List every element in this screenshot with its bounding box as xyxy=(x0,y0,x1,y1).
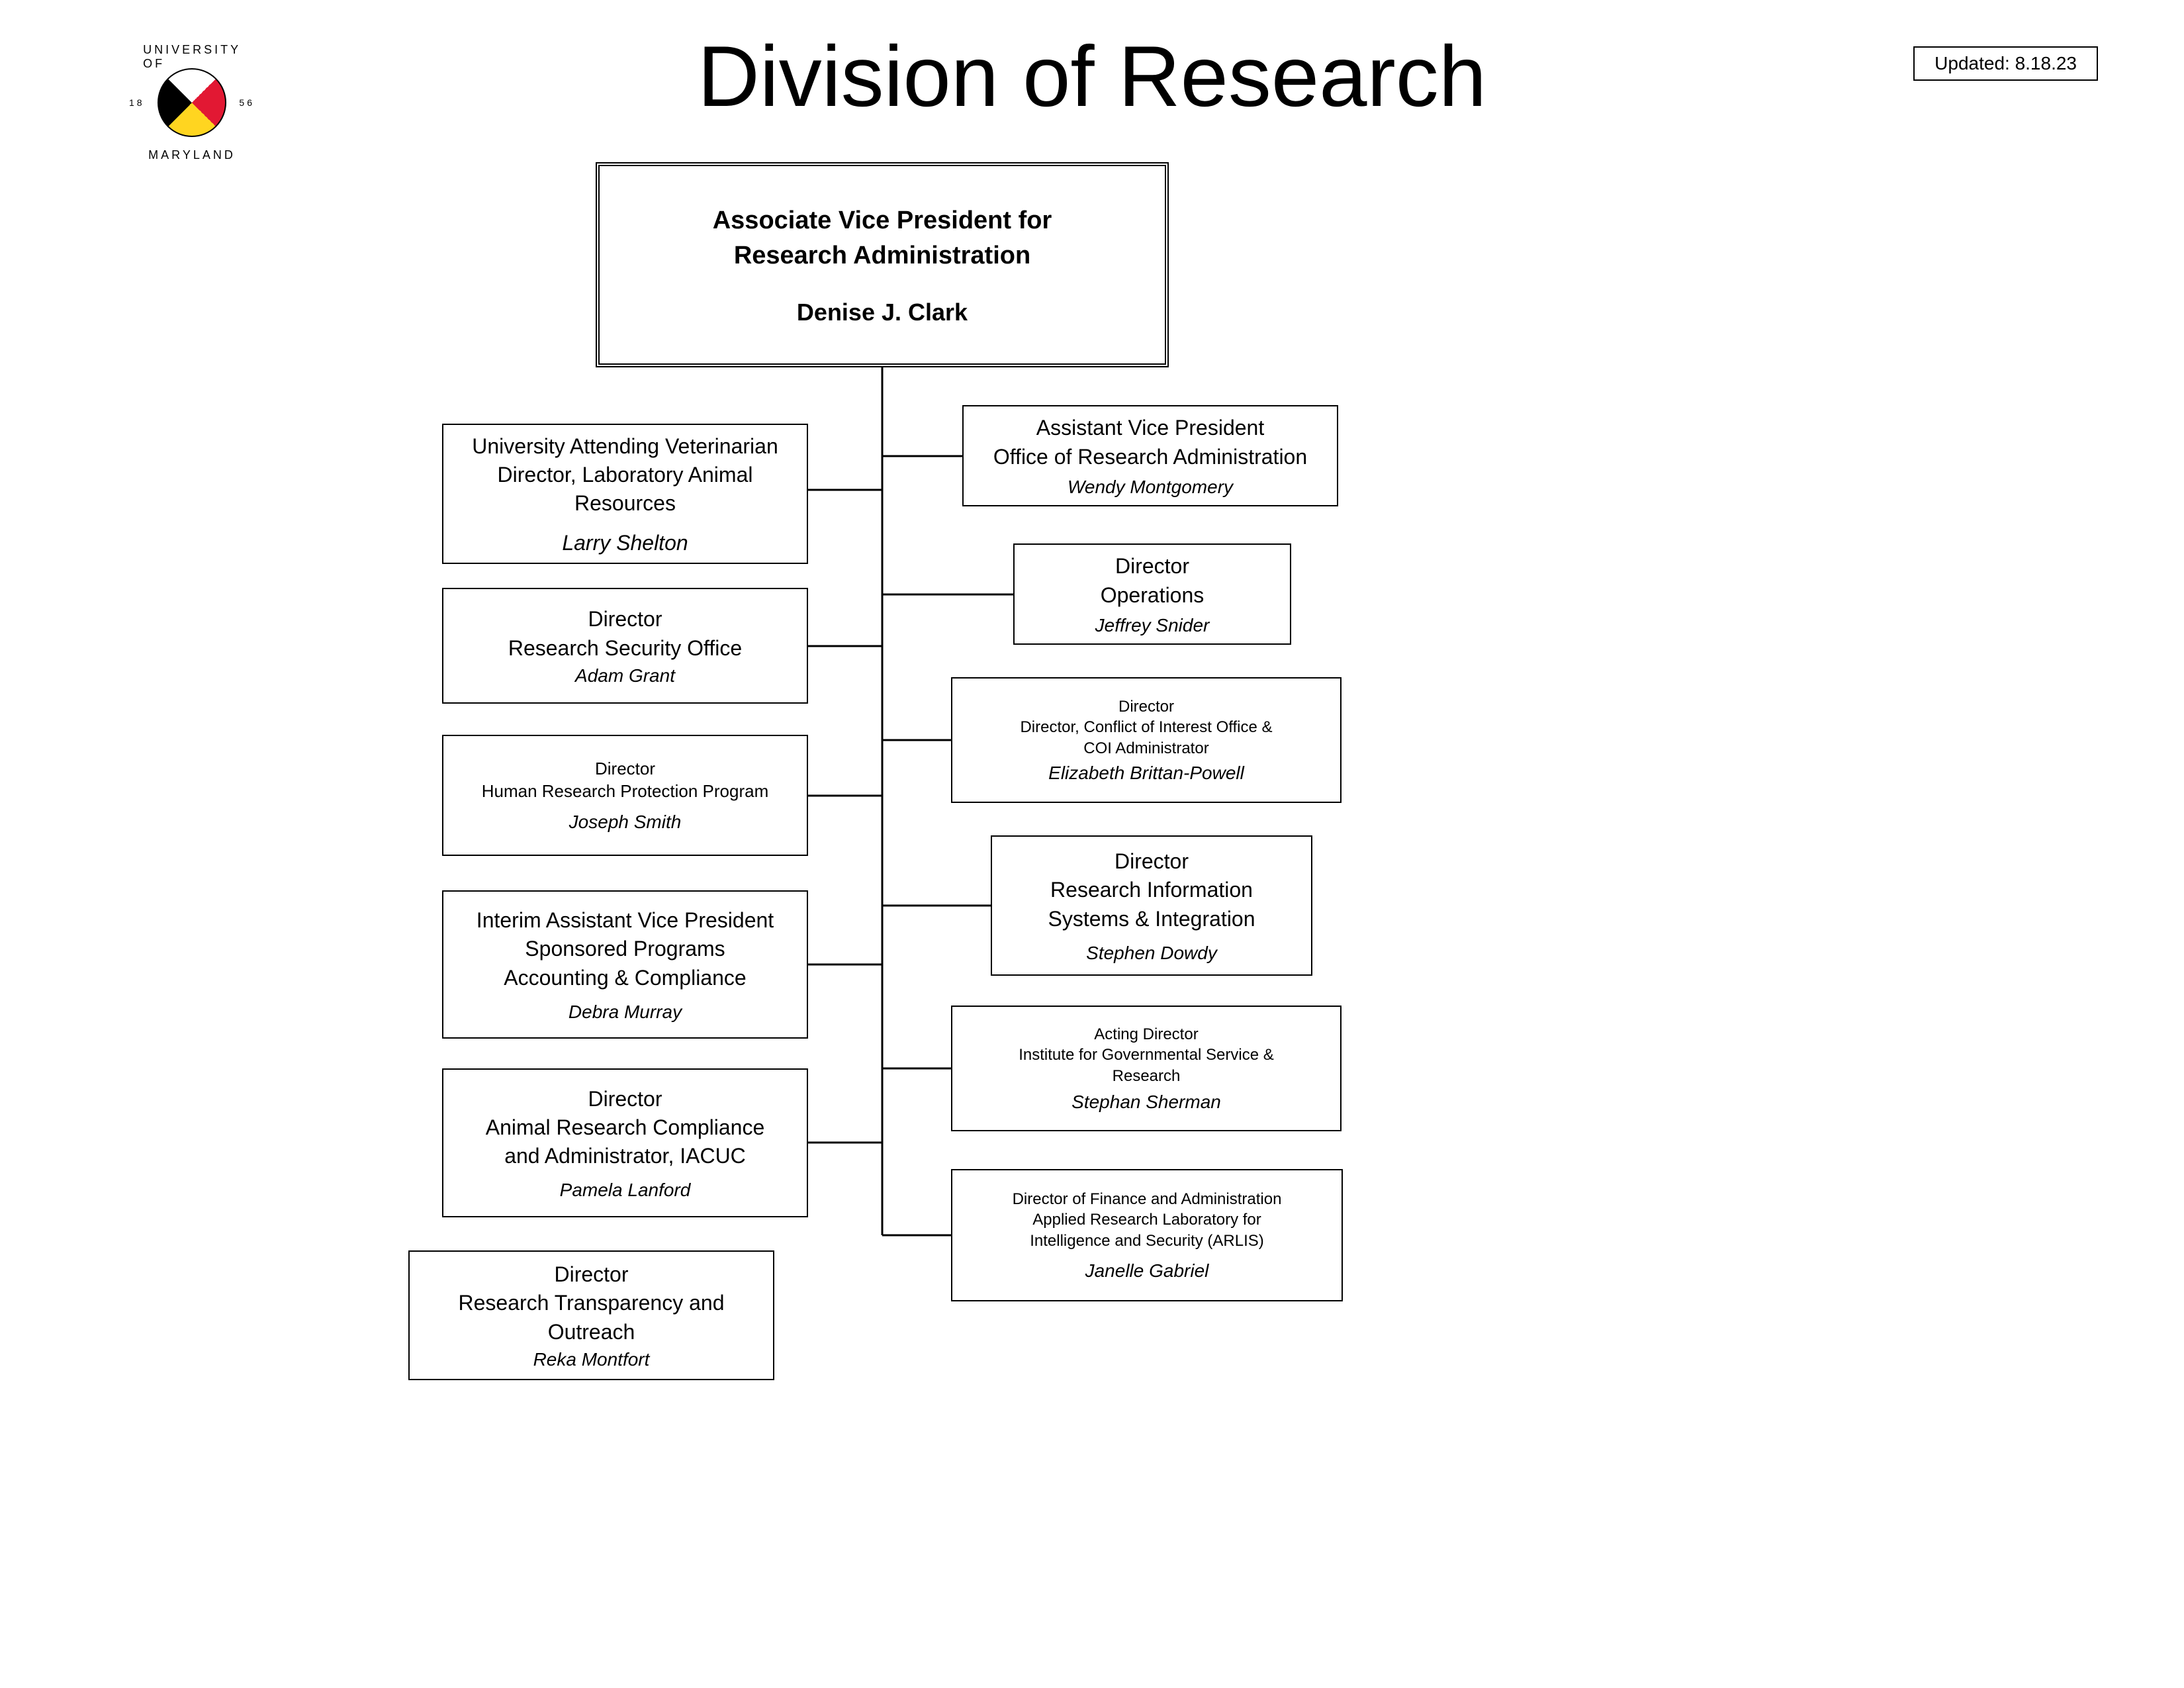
node-person-name: Larry Shelton xyxy=(562,531,688,555)
org-node-security: DirectorResearch Security Office Adam Gra… xyxy=(442,588,808,704)
node-title: Assistant Vice PresidentOffice of Resear… xyxy=(993,414,1307,471)
org-node-hrpp: DirectorHuman Research Protection Progra… xyxy=(442,735,808,856)
seal-text-bottom: MARYLAND xyxy=(148,148,236,162)
root-node-avp: Associate Vice President forResearch Adm… xyxy=(596,162,1169,367)
node-title: DirectorResearch Transparency andOutreac… xyxy=(459,1260,725,1346)
node-person-name: Stephan Sherman xyxy=(1071,1092,1221,1113)
org-node-rto: DirectorResearch Transparency andOutreac… xyxy=(408,1250,774,1380)
updated-date-box: Updated: 8.18.23 xyxy=(1913,46,2098,81)
org-node-ora: Assistant Vice PresidentOffice of Resear… xyxy=(962,405,1338,506)
seal-text-top: UNIVERSITY OF xyxy=(143,43,241,71)
node-person-name: Stephen Dowdy xyxy=(1086,943,1217,964)
node-title: Director of Finance and AdministrationAp… xyxy=(1013,1189,1282,1251)
node-person-name: Reka Montfort xyxy=(533,1349,650,1370)
seal-year-left: 18 xyxy=(129,97,145,108)
node-title: Interim Assistant Vice PresidentSponsore… xyxy=(477,906,774,992)
seal-year-right: 56 xyxy=(239,97,255,108)
org-node-iacuc: DirectorAnimal Research Complianceand Ad… xyxy=(442,1068,808,1217)
org-node-risi: DirectorResearch InformationSystems & In… xyxy=(991,835,1312,976)
page-title: Division of Research xyxy=(698,26,1486,126)
org-node-ops: DirectorOperations Jeffrey Snider xyxy=(1013,543,1291,645)
node-person-name: Janelle Gabriel xyxy=(1085,1260,1209,1282)
root-name: Denise J. Clark xyxy=(797,299,968,326)
org-node-igsr: Acting DirectorInstitute for Governmenta… xyxy=(951,1006,1342,1131)
node-person-name: Elizabeth Brittan-Powell xyxy=(1048,763,1244,784)
node-title: DirectorHuman Research Protection Progra… xyxy=(482,758,769,803)
updated-label: Updated: 8.18.23 xyxy=(1934,53,2077,73)
org-node-coi: DirectorDirector, Conflict of Interest O… xyxy=(951,677,1342,803)
node-title: DirectorDirector, Conflict of Interest O… xyxy=(1020,696,1272,759)
root-title: Associate Vice President forResearch Adm… xyxy=(713,203,1052,273)
node-title: University Attending VeterinarianDirecto… xyxy=(472,432,778,518)
org-node-spac: Interim Assistant Vice PresidentSponsore… xyxy=(442,890,808,1039)
node-person-name: Jeffrey Snider xyxy=(1095,615,1210,636)
node-title: Acting DirectorInstitute for Governmenta… xyxy=(1019,1024,1274,1086)
node-person-name: Wendy Montgomery xyxy=(1068,477,1233,498)
umd-seal-logo: UNIVERSITY OF MARYLAND 18 56 xyxy=(126,46,258,185)
node-title: DirectorAnimal Research Complianceand Ad… xyxy=(486,1085,765,1171)
node-title: DirectorOperations xyxy=(1101,552,1205,609)
node-person-name: Joseph Smith xyxy=(569,812,682,833)
node-person-name: Adam Grant xyxy=(575,665,675,686)
org-node-arlis: Director of Finance and AdministrationAp… xyxy=(951,1169,1343,1301)
node-title: DirectorResearch Security Office xyxy=(508,605,742,662)
node-title: DirectorResearch InformationSystems & In… xyxy=(1048,847,1255,933)
node-person-name: Pamela Lanford xyxy=(560,1180,691,1201)
org-node-vet: University Attending VeterinarianDirecto… xyxy=(442,424,808,564)
seal-text: UNIVERSITY OF MARYLAND 18 56 xyxy=(136,46,248,159)
node-person-name: Debra Murray xyxy=(569,1002,682,1023)
